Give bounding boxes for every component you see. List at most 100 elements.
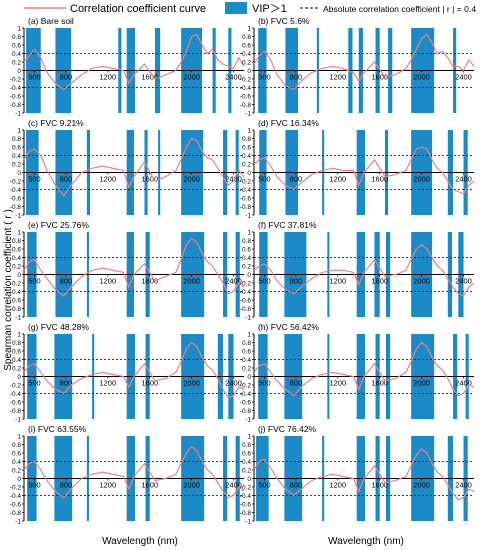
panel-title: (e) FVC 25.76% xyxy=(28,220,89,230)
y-tick-label: 0.4 xyxy=(12,51,21,58)
y-tick-label: 1 xyxy=(247,433,251,440)
x-tick-label: 1600 xyxy=(141,379,158,388)
x-tick-label: 2000 xyxy=(413,73,430,82)
panel: (c) FVC 9.21% 1 0.80.6 0.40.2 0-0.2 -0.4-0.6 -… xyxy=(10,118,245,219)
y-tick-label: -1 xyxy=(245,110,251,117)
y-tick-label: 1 xyxy=(247,25,251,32)
x-tick-label: 2400 xyxy=(225,379,242,388)
x-tick-label: 1600 xyxy=(371,481,388,490)
y-tick-label: -0.4 xyxy=(10,493,22,500)
y-tick-label: 0.4 xyxy=(12,459,21,466)
y-tick-label: -0.8 xyxy=(240,408,252,415)
y-tick-label: 0.4 xyxy=(12,357,21,364)
correlation-curve xyxy=(23,33,245,91)
x-tick-label: 2400 xyxy=(225,175,242,184)
legend: Correlation coefficient curve VIP＞1 Abso… xyxy=(24,2,476,15)
x-tick-label: 500 xyxy=(28,481,41,490)
correlation-curve xyxy=(23,137,245,197)
panel: (a) Bare soil 1 0.80.6 0.40.2 0-0.2 -0.4-0.6 -… xyxy=(10,16,245,117)
y-tick-label: -0.4 xyxy=(240,493,252,500)
correlation-curve xyxy=(253,146,475,195)
x-tick-label: 2000 xyxy=(413,175,430,184)
panel: (e) FVC 25.76% 1 0.80.6 0.40.2 0-0.2 -0.4-0.6… xyxy=(10,220,245,321)
y-tick-label: 0.2 xyxy=(12,365,21,372)
x-tick-label: 1200 xyxy=(329,277,346,286)
panel-title: (h) FVC 56.42% xyxy=(258,322,319,332)
y-tick-label: -0.4 xyxy=(240,85,252,92)
panel: (h) FVC 56.42% 1 0.80.6 0.40.2 0-0.2 -0.4-0.6… xyxy=(240,322,475,423)
y-tick-label: 0.6 xyxy=(12,450,21,457)
y-tick-label: -0.2 xyxy=(10,178,22,185)
y-tick-label: -0.8 xyxy=(240,102,252,109)
y-tick-label: -0.6 xyxy=(10,93,22,100)
x-axis-label-right: Wavelength (nm) xyxy=(328,536,404,547)
y-tick-label: -0.8 xyxy=(240,510,252,517)
y-tick-label: 0.2 xyxy=(242,59,251,66)
x-tick-label: 1600 xyxy=(371,379,388,388)
x-tick-label: 800 xyxy=(290,73,303,82)
y-tick-label: 0.2 xyxy=(242,467,251,474)
y-tick-label: 0.8 xyxy=(242,238,251,245)
panel: (g) FVC 48.28% 1 0.80.6 0.40.2 0-0.2 -0.4-0.6… xyxy=(10,322,245,423)
panel-title: (c) FVC 9.21% xyxy=(28,118,84,128)
x-tick-label: 1200 xyxy=(329,73,346,82)
x-tick-label: 2000 xyxy=(183,277,200,286)
correlation-curve xyxy=(23,341,245,399)
y-tick-label: 0.8 xyxy=(12,136,21,143)
y-tick-label: 1 xyxy=(17,229,21,236)
y-axis-label: Spearman correlation coefficient ( r ) xyxy=(3,209,14,371)
panels: (a) Bare soil10.80.60.40.20-0.2-0.4-0.6-… xyxy=(10,16,475,525)
y-tick-label: 0.8 xyxy=(242,34,251,41)
x-tick-label: 2400 xyxy=(455,175,472,184)
x-tick-label: 500 xyxy=(28,277,41,286)
y-tick-label: 0.2 xyxy=(242,365,251,372)
x-tick-label: 2400 xyxy=(455,73,472,82)
y-tick-label: 0.2 xyxy=(242,263,251,270)
y-tick-label: -0.6 xyxy=(240,297,252,304)
y-tick-label: -0.8 xyxy=(10,306,22,313)
x-tick-label: 1200 xyxy=(329,481,346,490)
y-tick-label: -1 xyxy=(245,314,251,321)
y-tick-label: 1 xyxy=(247,331,251,338)
y-tick-label: -1 xyxy=(15,110,21,117)
y-tick-label: -1 xyxy=(245,518,251,525)
y-tick-label: 0.4 xyxy=(242,357,251,364)
x-tick-label: 1600 xyxy=(371,277,388,286)
panel: (i) FVC 63.55% 1 0.80.6 0.40.2 0-0.2 -0.4-0.6… xyxy=(10,424,245,525)
y-tick-label: 0.6 xyxy=(242,348,251,355)
y-tick-label: 1 xyxy=(17,331,21,338)
x-tick-label: 800 xyxy=(290,175,303,184)
x-axis-label-left: Wavelength (nm) xyxy=(102,536,178,547)
y-tick-label: -0.8 xyxy=(10,408,22,415)
y-tick-label: -0.2 xyxy=(10,76,22,83)
y-tick-label: -0.8 xyxy=(10,204,22,211)
y-tick-label: -0.8 xyxy=(10,102,22,109)
y-tick-label: -0.4 xyxy=(240,187,252,194)
panel-title: (g) FVC 48.28% xyxy=(28,322,89,332)
x-tick-label: 2400 xyxy=(455,277,472,286)
x-tick-label: 800 xyxy=(60,481,73,490)
y-tick-label: 0.8 xyxy=(12,442,21,449)
y-tick-label: -0.6 xyxy=(10,399,22,406)
x-tick-label: 1200 xyxy=(99,73,116,82)
y-tick-label: 1 xyxy=(247,229,251,236)
x-tick-label: 500 xyxy=(258,277,271,286)
y-tick-label: -0.2 xyxy=(240,382,252,389)
y-tick-label: -0.2 xyxy=(240,280,252,287)
legend-vip-label: VIP＞1 xyxy=(252,3,287,15)
y-tick-label: -0.4 xyxy=(10,391,22,398)
x-tick-label: 2400 xyxy=(455,481,472,490)
y-tick-label: -0.4 xyxy=(240,289,252,296)
y-tick-label: 1 xyxy=(247,127,251,134)
y-tick-label: -0.2 xyxy=(10,484,22,491)
y-tick-label: 0.6 xyxy=(242,246,251,253)
x-tick-label: 800 xyxy=(60,379,73,388)
panel-title: (f) FVC 37.81% xyxy=(258,220,317,230)
y-tick-label: 0.6 xyxy=(242,144,251,151)
panel-title: (j) FVC 76.42% xyxy=(258,424,317,434)
y-tick-label: -1 xyxy=(15,518,21,525)
y-tick-label: 0.4 xyxy=(242,153,251,160)
y-tick-label: -0.2 xyxy=(240,484,252,491)
panel: (b) FVC 5.6% 1 0.80.6 0.40.2 0-0.2 -0.4-0.6 -0… xyxy=(240,16,475,117)
y-tick-label: 0.8 xyxy=(12,340,21,347)
